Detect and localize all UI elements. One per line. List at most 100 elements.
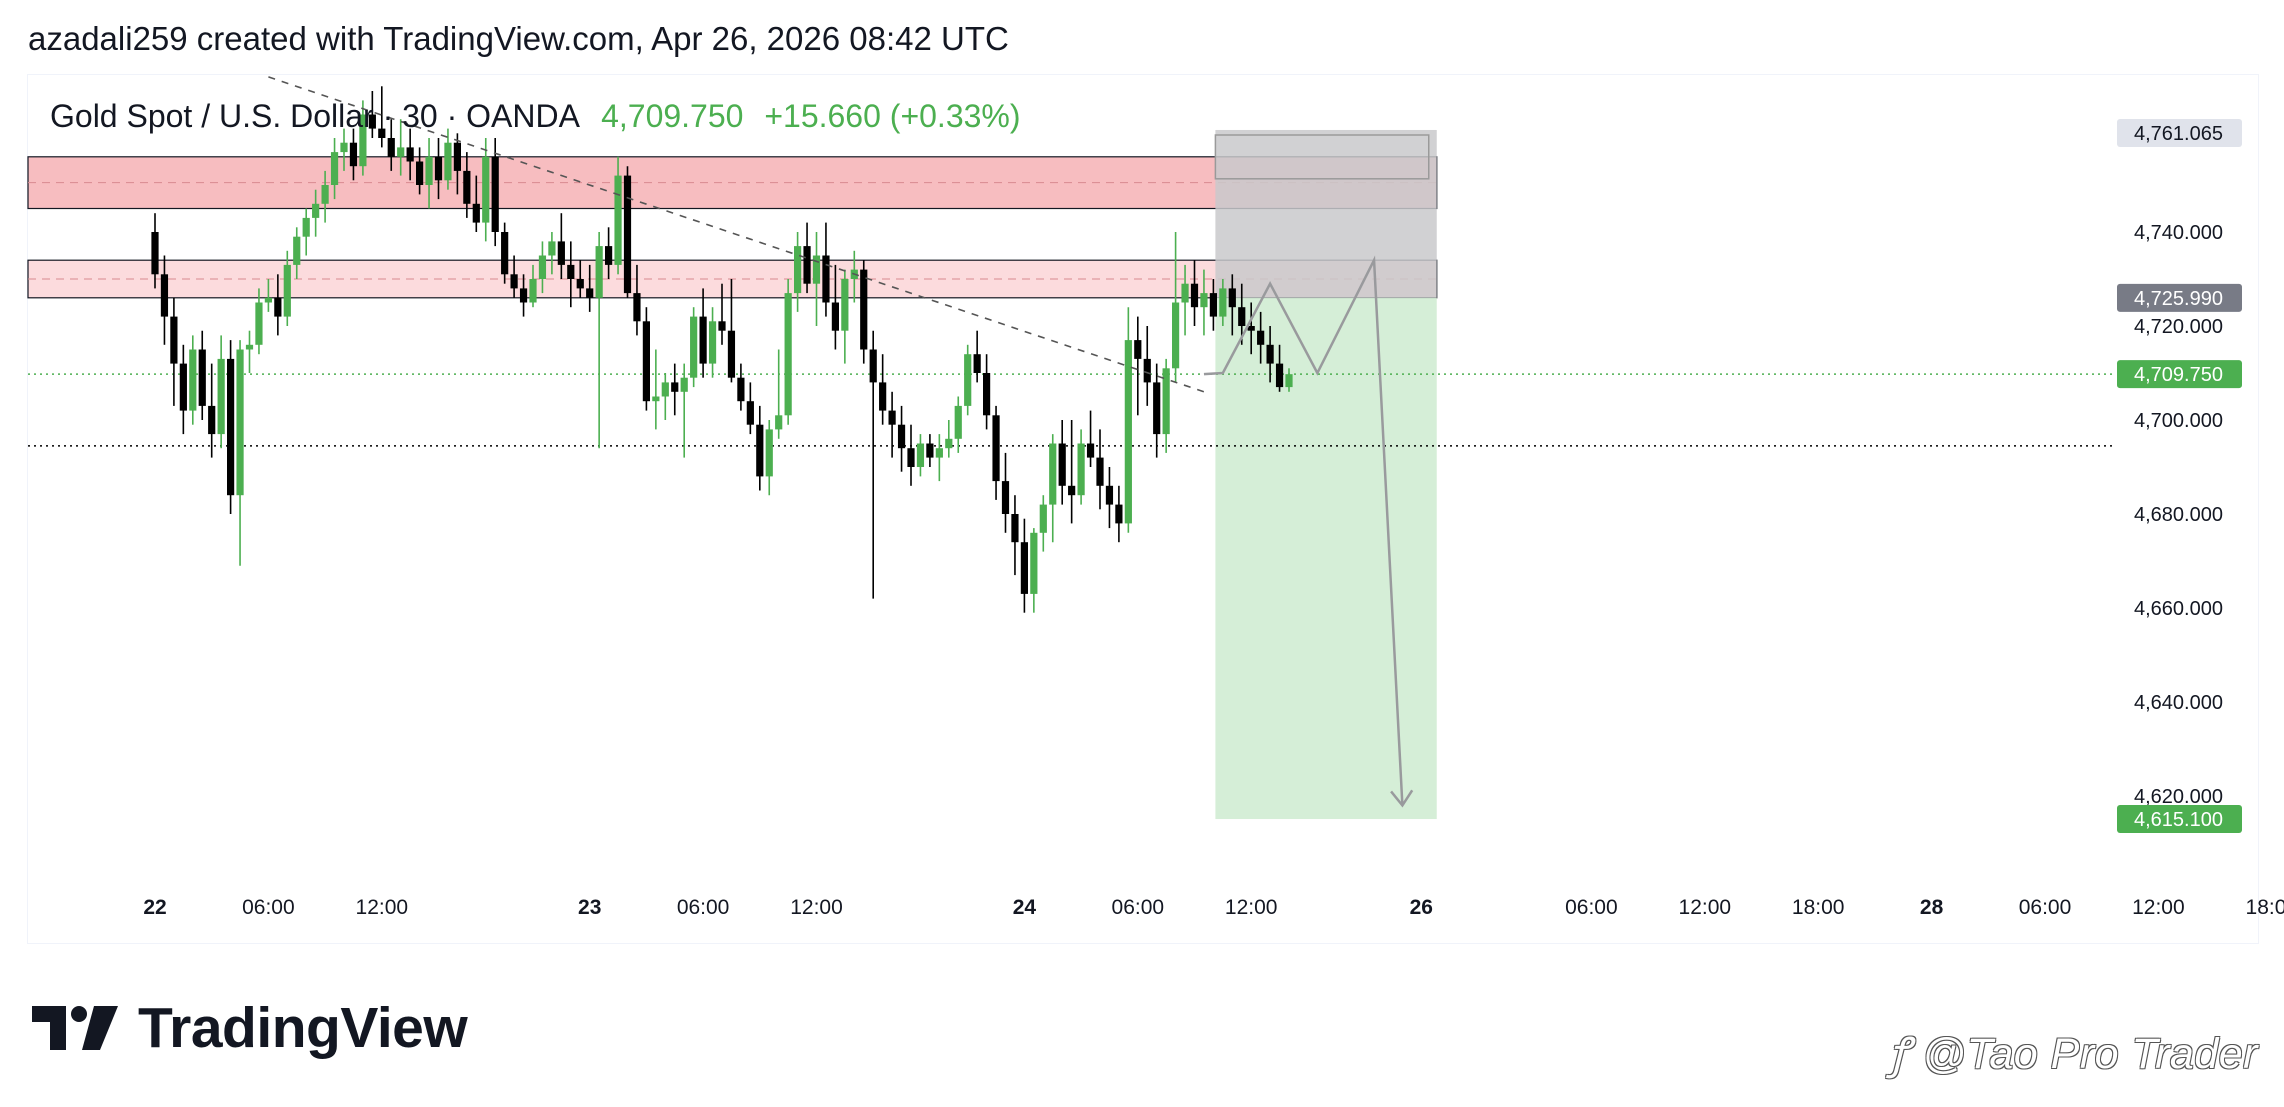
- candle-body: [1115, 504, 1123, 524]
- candle-body: [1275, 363, 1284, 388]
- candle-body: [992, 415, 1000, 482]
- candle-body: [954, 405, 962, 439]
- x-tick-label: 18:00: [2246, 896, 2284, 919]
- candle-body: [1134, 340, 1142, 359]
- x-tick-label: 06:00: [677, 896, 730, 919]
- y-tick-label: 4,640.000: [2134, 692, 2223, 714]
- candle-body: [1096, 457, 1104, 486]
- candle-body: [1238, 307, 1246, 326]
- candle-body: [519, 288, 528, 303]
- candle-body: [897, 424, 906, 449]
- stop-loss-zone: [1215, 129, 1437, 298]
- price-badge: [2117, 283, 2242, 312]
- candle-body: [1172, 302, 1180, 369]
- projection-arrowhead: [1390, 789, 1414, 808]
- candle-body: [973, 354, 981, 373]
- candle-body: [1247, 326, 1255, 331]
- chart-pane[interactable]: [27, 74, 2259, 944]
- candle-body: [208, 405, 216, 435]
- symbol-change: +15.660 (+0.33%): [764, 98, 1021, 134]
- candle-body: [576, 279, 584, 289]
- candle-body: [444, 142, 452, 181]
- candle-body: [727, 330, 736, 378]
- price-badge-label: 4,615.100: [2134, 809, 2223, 831]
- candle-body: [1105, 485, 1114, 505]
- candle-body: [179, 363, 187, 411]
- candle-body: [699, 316, 707, 364]
- candle-body: [151, 232, 159, 275]
- x-tick-label: 06:00: [2019, 896, 2072, 919]
- x-tick-label: 06:00: [1565, 896, 1618, 919]
- candle-body: [661, 382, 669, 397]
- candle-body: [416, 161, 424, 185]
- candle-body: [642, 321, 650, 402]
- watermark: ꝭ @Tao Pro Trader: [1889, 1022, 2258, 1081]
- candle-body: [1162, 368, 1170, 435]
- candle-body: [888, 410, 896, 425]
- candle-body: [387, 138, 395, 157]
- candle-body: [538, 255, 547, 279]
- y-tick-label: 4,620.000: [2134, 786, 2223, 808]
- x-tick-label: 22: [143, 896, 166, 919]
- candle-body: [236, 349, 244, 496]
- candle-body: [359, 114, 367, 167]
- candle-body: [264, 297, 272, 303]
- candle-body: [1011, 514, 1019, 543]
- candle-body: [746, 401, 754, 425]
- x-tick-label: 06:00: [242, 896, 295, 919]
- candle-body: [1153, 382, 1161, 435]
- candle-body: [283, 264, 291, 317]
- candle-body: [935, 448, 943, 458]
- candle-body: [831, 302, 839, 331]
- price-badge-label: 4,709.750: [2134, 364, 2223, 386]
- chart-credit: azadali259 created with TradingView.com,…: [28, 20, 1009, 57]
- candle-body: [510, 274, 518, 289]
- candle-body: [794, 246, 802, 294]
- candle-body: [321, 185, 329, 204]
- candle-body: [255, 302, 263, 345]
- candle-body: [1049, 443, 1057, 505]
- candle-body: [330, 152, 339, 185]
- candle-body: [1086, 443, 1095, 458]
- candle-body: [548, 241, 556, 256]
- candle-body: [964, 354, 972, 406]
- candle-body: [1124, 340, 1132, 524]
- tradingview-logo[interactable]: TradingView: [32, 995, 468, 1061]
- candle-body: [349, 142, 358, 167]
- candle-body: [170, 316, 178, 364]
- candle-body: [812, 255, 821, 284]
- symbol-info: Gold Spot / U.S. Dollar · 30 · OANDA 4,7…: [50, 98, 1021, 135]
- candle-body: [1228, 288, 1236, 308]
- candle-body: [198, 349, 206, 406]
- candle-body: [737, 377, 745, 402]
- candle-body: [1200, 293, 1208, 308]
- candle-body: [907, 448, 915, 467]
- candle-body: [860, 269, 868, 350]
- candle-body: [1209, 293, 1217, 317]
- symbol-price: 4,709.750: [601, 98, 744, 134]
- candle-body: [803, 246, 811, 284]
- x-tick-label: 12:00: [2132, 896, 2185, 919]
- price-badge-label: 4,761.065: [2134, 123, 2223, 145]
- x-tick-label: 06:00: [1112, 896, 1165, 919]
- y-tick-label: 4,700.000: [2134, 410, 2223, 432]
- candle-body: [378, 128, 386, 138]
- take-profit-zone: [1215, 297, 1437, 820]
- candle-body: [501, 232, 509, 275]
- candle-body: [397, 147, 405, 157]
- position-stop-frame: [1214, 134, 1430, 180]
- candle-body: [245, 344, 254, 350]
- candle-body: [869, 349, 877, 383]
- candle-body: [472, 203, 480, 223]
- candle-body: [623, 175, 632, 294]
- candle-body: [1285, 374, 1293, 388]
- candle-body: [595, 246, 603, 298]
- trendline: [268, 76, 1205, 393]
- candle-body: [1143, 358, 1151, 383]
- candle-body: [491, 156, 499, 232]
- candle-body: [434, 156, 443, 181]
- candle-body: [775, 415, 783, 430]
- candle-body: [926, 443, 934, 458]
- y-tick-label: 4,720.000: [2134, 316, 2223, 338]
